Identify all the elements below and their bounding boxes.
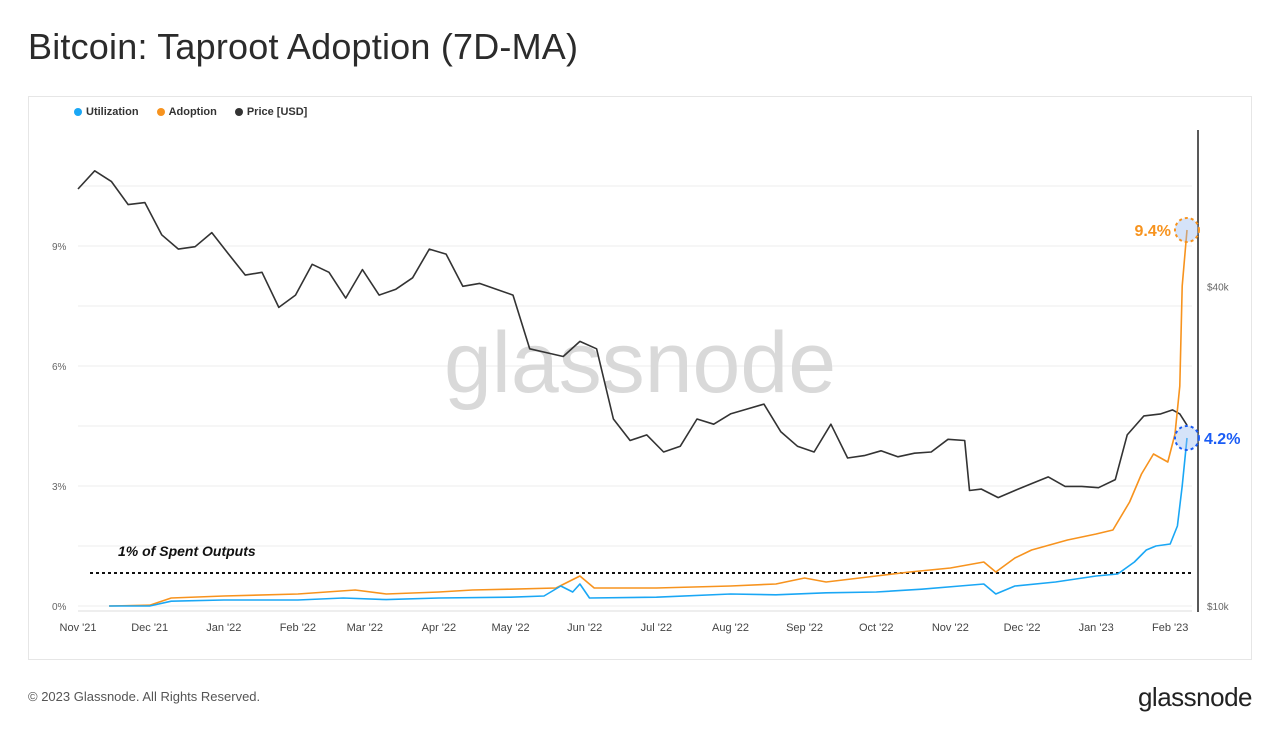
x-tick: Mar '22: [347, 622, 383, 634]
series-line-price-usd: [77, 170, 1188, 499]
legend-label: Adoption: [168, 106, 217, 118]
legend: Utilization Adoption Price [USD]: [74, 106, 307, 118]
annotation-label: 4.2%: [1204, 431, 1240, 448]
y-right-tick: $10k: [1207, 602, 1230, 613]
annotation-label: 9.4%: [1134, 223, 1170, 240]
series-lines: [77, 170, 1188, 607]
copyright: © 2023 Glassnode. All Rights Reserved.: [28, 689, 261, 704]
gridlines: [78, 185, 1192, 607]
x-tick: Aug '22: [712, 622, 749, 634]
reference-line-label: 1% of Spent Outputs: [118, 543, 256, 559]
utilization-dot-icon: [74, 108, 82, 116]
legend-label: Price [USD]: [246, 106, 308, 118]
y-left-tick: 9%: [52, 242, 67, 253]
x-tick: Jan '23: [1079, 622, 1114, 634]
x-tick: Nov '22: [932, 622, 969, 634]
brand-logo: glassnode: [1137, 682, 1253, 712]
legend-price[interactable]: Price [USD]: [234, 106, 308, 118]
x-tick: Oct '22: [859, 622, 894, 634]
x-tick: Apr '22: [422, 622, 457, 634]
y-left-tick: 6%: [52, 362, 67, 373]
series-line-utilization: [109, 437, 1188, 607]
annotation-marker: [1173, 217, 1200, 243]
x-tick: Jan '22: [206, 622, 241, 634]
adoption-dot-icon: [156, 108, 165, 116]
x-tick: Dec '22: [1004, 622, 1041, 634]
y-right-tick: $40k: [1207, 282, 1230, 293]
x-tick: Jul '22: [641, 622, 672, 634]
y-left-tick: 0%: [52, 602, 67, 613]
x-tick: Dec '21: [131, 622, 168, 634]
x-tick: Jun '22: [567, 622, 602, 634]
legend-utilization[interactable]: Utilization: [74, 106, 139, 118]
y-left-tick: 3%: [52, 482, 67, 493]
x-tick: Nov '21: [60, 622, 97, 634]
x-tick: Sep '22: [786, 622, 823, 634]
series-line-adoption: [109, 229, 1188, 607]
annotation-marker: [1173, 425, 1200, 451]
price-dot-icon: [234, 108, 243, 116]
x-tick: Feb '22: [280, 622, 316, 634]
annotations: 9.4% 4.2%: [1134, 217, 1240, 451]
legend-adoption[interactable]: Adoption: [156, 106, 217, 118]
legend-label: Utilization: [86, 106, 139, 118]
x-tick: Feb '23: [1152, 622, 1188, 634]
page-title: Bitcoin: Taproot Adoption (7D-MA): [28, 26, 579, 67]
chart-frame: [28, 96, 1252, 660]
x-tick: May '22: [491, 622, 529, 634]
watermark: glassnode: [444, 315, 836, 411]
axes: 0% 3% 6% 9% $10k $40k Nov '21 Dec '21 Jan '22 Feb…: [52, 242, 1230, 634]
